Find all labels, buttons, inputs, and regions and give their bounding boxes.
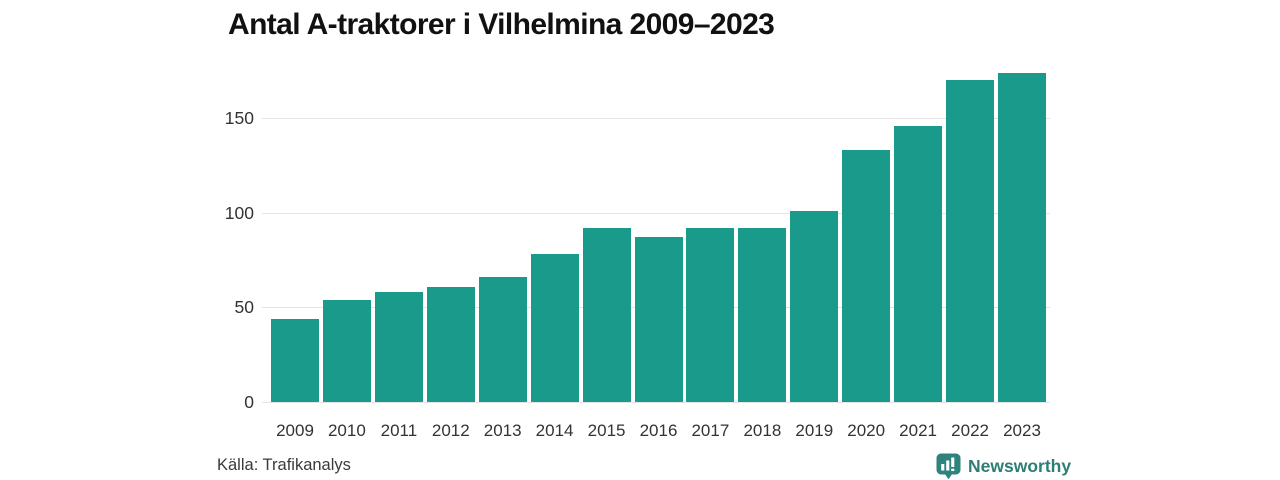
x-tick-label: 2015 [587, 421, 626, 440]
x-tick-label: 2018 [743, 421, 782, 440]
bar-2019 [790, 210, 839, 402]
bar-2016 [634, 237, 683, 402]
x-tick-label: 2021 [899, 421, 937, 440]
x-tick-label: 2017 [691, 421, 730, 440]
bar-2009 [271, 318, 319, 402]
bar-2013 [478, 277, 527, 402]
x-tick-label: 2012 [431, 421, 470, 440]
bar-2017 [686, 227, 735, 402]
y-tick-label: 100 [224, 202, 254, 223]
bar-2021 [894, 125, 943, 402]
x-tick-label: 2009 [276, 421, 314, 440]
chart-title: Antal A-traktorer i Vilhelmina 2009–2023 [228, 8, 775, 41]
x-tick-label: 2013 [483, 421, 522, 440]
x-tick-label: 2010 [327, 421, 366, 440]
bar-2023 [998, 72, 1046, 402]
bar-2015 [582, 227, 631, 402]
bar-2012 [426, 286, 475, 402]
y-tick-label: 0 [244, 392, 254, 412]
y-tick-label: 150 [224, 108, 254, 128]
x-tick-label: 2019 [795, 421, 834, 440]
source-note: Källa: Trafikanalys [217, 456, 351, 474]
bar-2010 [322, 299, 371, 402]
gridline-y-100 [262, 212, 1050, 214]
bar-2018 [738, 227, 787, 402]
bar-2020 [842, 150, 891, 402]
newsworthy-branding: Newsworthy [936, 452, 1071, 480]
bar-2011 [374, 292, 423, 402]
bar-2022 [946, 80, 995, 402]
newsworthy-wordmark: Newsworthy [968, 455, 1072, 476]
newsworthy-pin-chart-icon [936, 453, 961, 480]
bar-2014 [530, 254, 579, 402]
x-tick-label: 2020 [847, 421, 886, 440]
gridline-y-0 [262, 402, 1050, 403]
x-tick-label: 2016 [639, 421, 678, 440]
x-tick-label: 2011 [380, 421, 418, 440]
x-tick-label: 2023 [1003, 421, 1041, 440]
gridline-y-150 [262, 118, 1050, 119]
y-tick-label: 50 [234, 297, 254, 318]
x-tick-label: 2022 [951, 421, 989, 440]
x-tick-label: 2014 [535, 421, 574, 440]
